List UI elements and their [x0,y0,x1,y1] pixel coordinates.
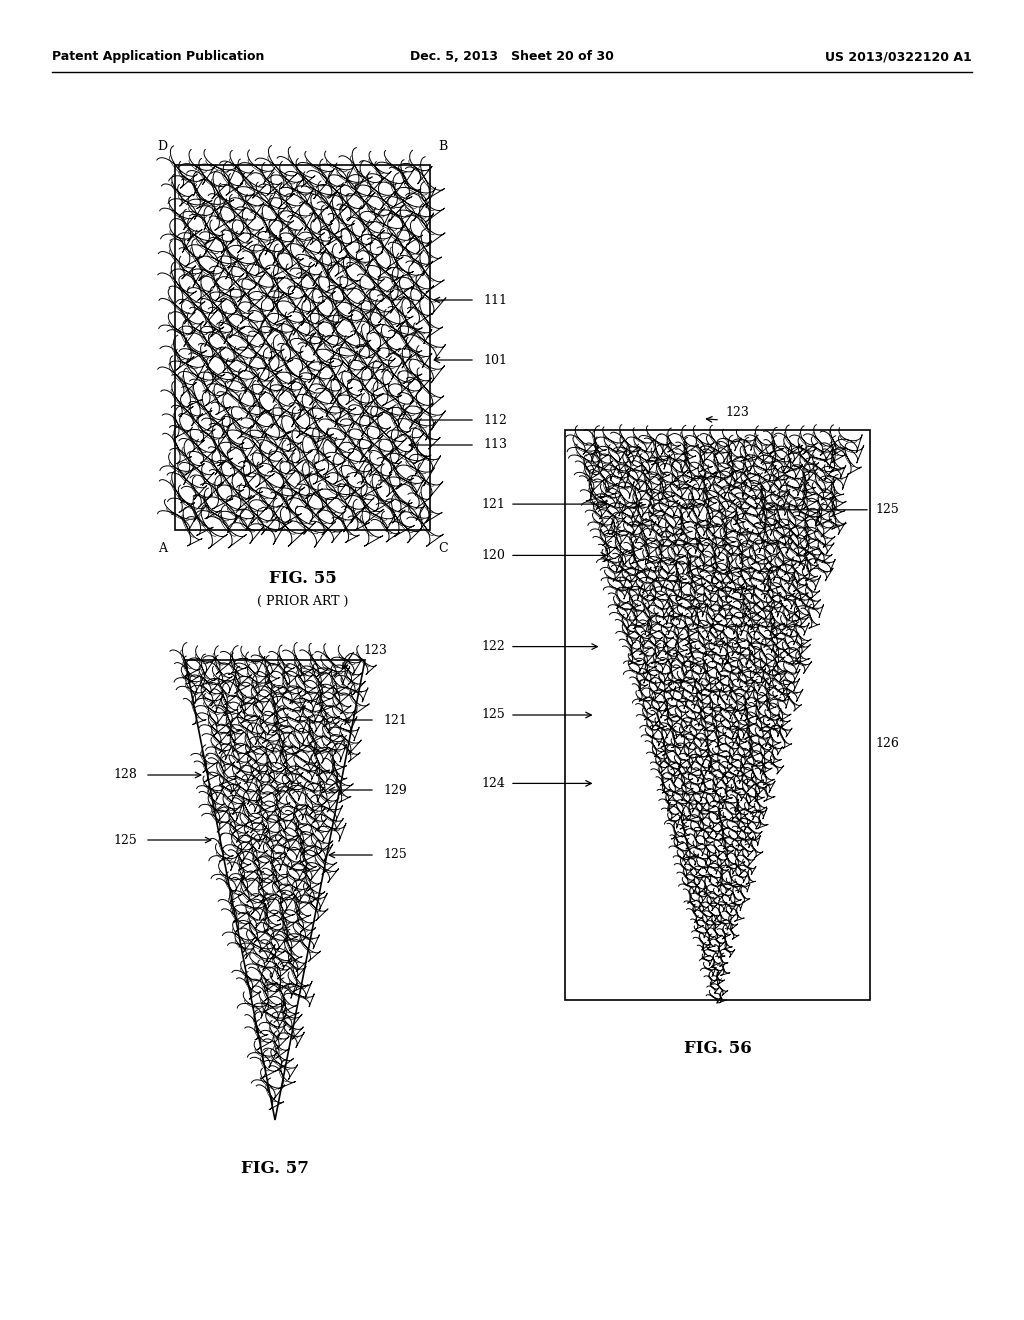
Text: 120: 120 [481,549,505,562]
Text: 101: 101 [483,354,507,367]
Text: FIG. 55: FIG. 55 [268,570,336,587]
Text: ( PRIOR ART ): ( PRIOR ART ) [257,595,348,609]
Text: 123: 123 [362,644,387,656]
Bar [175,165,430,531]
Text: FIG. 56: FIG. 56 [684,1040,752,1057]
Text: 126: 126 [874,737,899,750]
Text: 124: 124 [481,777,505,789]
Text: Dec. 5, 2013   Sheet 20 of 30: Dec. 5, 2013 Sheet 20 of 30 [410,50,614,63]
Text: 129: 129 [383,784,407,796]
Text: Patent Application Publication: Patent Application Publication [52,50,264,63]
Text: 125: 125 [114,833,137,846]
Text: 125: 125 [383,849,407,862]
Text: 121: 121 [481,498,505,511]
Text: B: B [438,140,447,153]
Text: US 2013/0322120 A1: US 2013/0322120 A1 [825,50,972,63]
Text: 123: 123 [725,405,749,418]
Text: 128: 128 [113,768,137,781]
Text: 125: 125 [874,503,899,516]
Text: FIG. 57: FIG. 57 [241,1160,309,1177]
Bar [565,430,870,1001]
Text: A: A [158,543,167,554]
Text: 125: 125 [481,709,505,722]
Text: D: D [157,140,167,153]
Text: 113: 113 [483,438,507,451]
Text: 121: 121 [383,714,407,726]
Text: L: L [714,972,721,982]
Text: 112: 112 [483,413,507,426]
Text: 111: 111 [483,293,507,306]
Text: C: C [438,543,447,554]
Text: 122: 122 [481,640,505,653]
